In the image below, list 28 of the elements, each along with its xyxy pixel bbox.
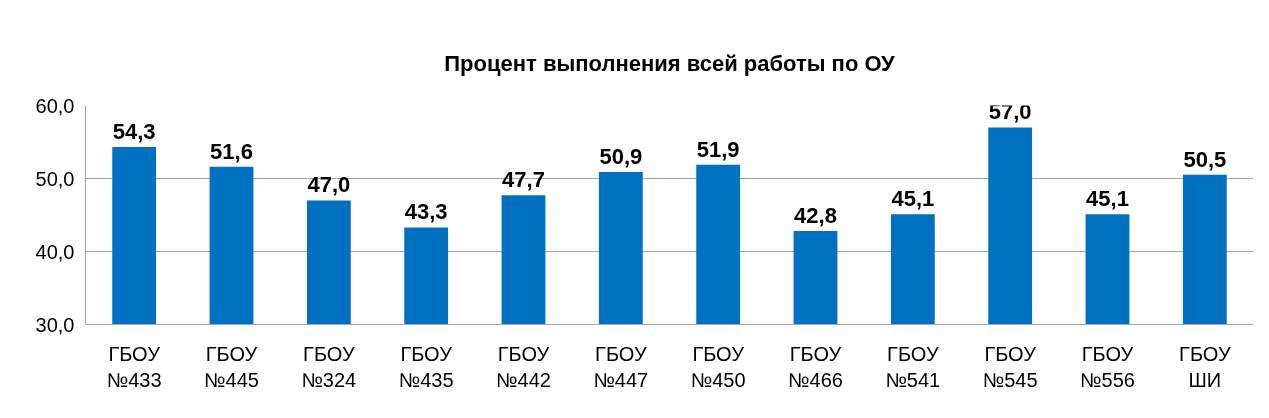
data-label: 42,8 — [794, 203, 837, 229]
data-label: 50,9 — [599, 143, 643, 169]
data-label: 54,3 — [112, 119, 156, 145]
data-label: 51,9 — [696, 136, 740, 162]
data-label: 45,1 — [1086, 186, 1129, 212]
x-tick-label: ГБОУ ШИ — [1179, 342, 1231, 391]
x-tick-label: ГБОУ №442 — [496, 342, 551, 391]
x-tick-label: ГБОУ №450 — [690, 342, 746, 391]
data-label: 43,3 — [404, 199, 448, 225]
data-label: 47,0 — [307, 172, 351, 198]
x-tick-label: ГБОУ №324 — [301, 342, 357, 391]
y-tick-label: 30,0 — [35, 313, 75, 336]
data-label: 45,1 — [891, 186, 935, 212]
x-tick-label: ГБОУ №445 — [204, 342, 259, 391]
x-tick-label: ГБОУ №466 — [788, 342, 843, 391]
x-tick-label: ГБОУ №435 — [398, 342, 454, 391]
data-label: 47,7 — [502, 167, 545, 193]
x-tick-label: ГБОУ №447 — [593, 342, 649, 391]
x-tick-label: ГБОУ №556 — [1080, 342, 1135, 391]
x-tick-label: ГБОУ №545 — [982, 342, 1038, 391]
data-label: 50,5 — [1183, 146, 1227, 172]
x-tick-label: ГБОУ №541 — [885, 342, 941, 391]
chart-title: Процент выполнения всей работы по ОУ — [444, 50, 895, 76]
y-tick-label: 50,0 — [35, 167, 75, 190]
x-tick-label: ГБОУ №433 — [106, 342, 162, 391]
y-tick-label: 40,0 — [35, 240, 75, 263]
data-label: 51,6 — [210, 138, 253, 164]
y-tick-label: 60,0 — [35, 94, 75, 117]
